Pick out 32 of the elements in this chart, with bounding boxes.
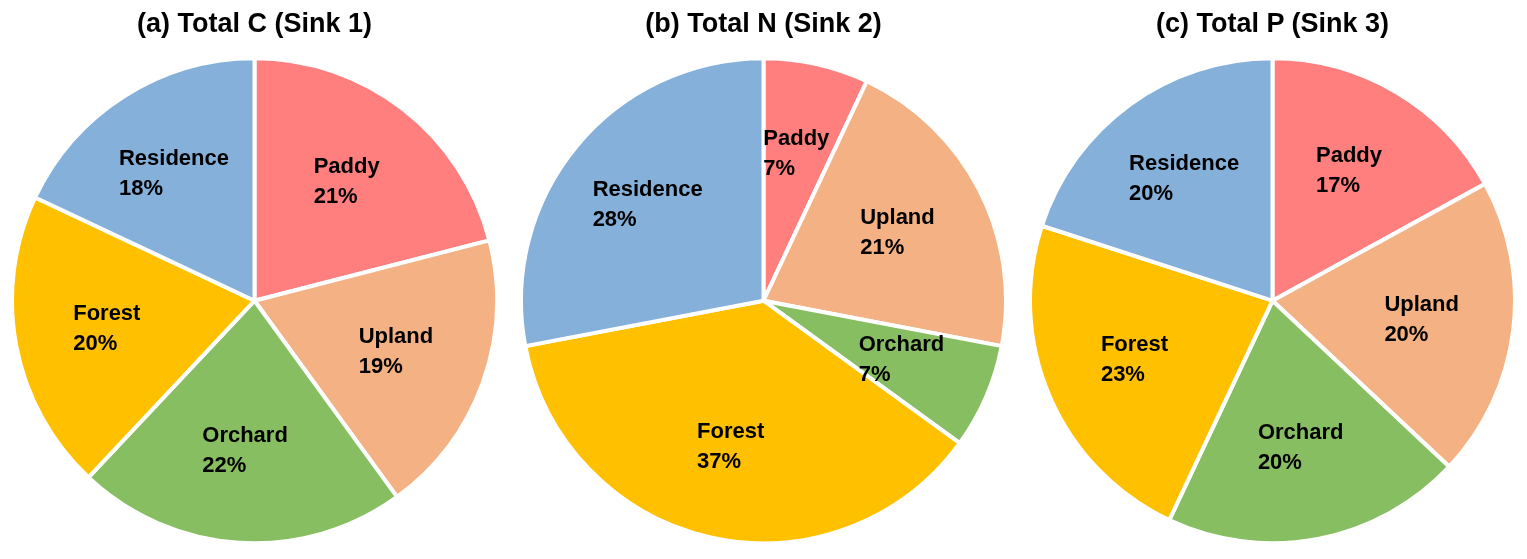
data-label: 17%: [1316, 172, 1361, 198]
slice-label: Forest: [1100, 331, 1169, 357]
data-label: 28%: [592, 205, 637, 231]
slice-label: Residence: [592, 175, 703, 201]
slice-label: Forest: [73, 299, 142, 325]
data-label: 21%: [313, 182, 358, 208]
data-label: 23%: [1100, 361, 1145, 387]
slice-label: Paddy: [313, 152, 381, 178]
slice-label: Paddy: [763, 125, 831, 151]
data-label: 20%: [1384, 320, 1429, 346]
data-label: 37%: [697, 448, 742, 474]
chart-title: (a) Total C (Sink 1): [136, 7, 373, 38]
slice-label: Upland: [1384, 290, 1459, 316]
slice-label: Orchard: [858, 331, 945, 357]
slice-label: Paddy: [1316, 142, 1383, 168]
slice-label: Upland: [860, 203, 935, 229]
chart-title: (c) Total P (Sink 3): [1155, 7, 1390, 38]
data-label: 18%: [118, 174, 163, 200]
data-label: 20%: [73, 329, 118, 355]
slice-label: Orchard: [202, 421, 288, 447]
data-label: 22%: [202, 451, 247, 477]
slice-label: Orchard: [1257, 419, 1344, 445]
data-label: 7%: [763, 155, 796, 181]
chart-title: (b) Total N (Sink 2): [645, 7, 882, 38]
slice-label: Forest: [697, 418, 765, 444]
data-label: 19%: [358, 352, 403, 378]
slice-label: Residence: [1129, 150, 1240, 176]
data-label: 20%: [1129, 180, 1174, 206]
data-label: 20%: [1257, 449, 1302, 475]
slice-label: Residence: [118, 144, 229, 170]
data-label: 21%: [860, 233, 905, 259]
slice-label: Upland: [358, 322, 434, 348]
